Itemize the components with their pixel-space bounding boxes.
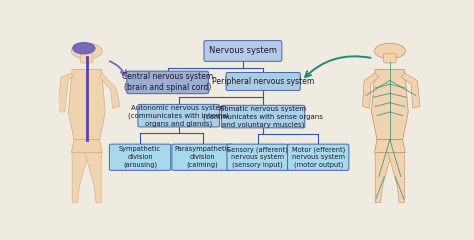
Polygon shape [72,153,89,203]
Polygon shape [85,153,101,203]
Polygon shape [375,153,392,203]
Polygon shape [72,140,102,153]
Text: Nervous system: Nervous system [209,47,277,55]
Text: Peripheral nervous system: Peripheral nervous system [212,77,314,86]
Polygon shape [372,69,408,140]
FancyBboxPatch shape [138,104,219,127]
Polygon shape [362,73,379,108]
FancyBboxPatch shape [226,72,300,90]
FancyBboxPatch shape [288,144,349,170]
Circle shape [374,43,405,59]
Circle shape [73,43,95,54]
Text: Sympathetic
division
(arousing): Sympathetic division (arousing) [119,146,161,168]
Circle shape [72,43,102,59]
Text: Somatic nervous system
(communicates with sense organs
and voluntary muscles): Somatic nervous system (communicates wit… [203,106,323,128]
FancyBboxPatch shape [383,54,396,63]
Polygon shape [388,153,405,203]
Text: Autonomic nervous system
(communicates with internal
organs and glands): Autonomic nervous system (communicates w… [128,105,229,127]
Polygon shape [374,140,405,153]
FancyBboxPatch shape [204,41,282,61]
Polygon shape [401,73,420,108]
Polygon shape [68,69,105,140]
Text: Parasympathetic
division
(calming): Parasympathetic division (calming) [174,146,230,168]
FancyBboxPatch shape [227,144,288,170]
Polygon shape [57,73,74,112]
Text: Central nervous system
(brain and spinal cord): Central nervous system (brain and spinal… [122,72,213,92]
FancyBboxPatch shape [221,105,305,128]
FancyBboxPatch shape [127,71,209,94]
Text: Sensory (afferent)
nervous system
(sensory input): Sensory (afferent) nervous system (senso… [227,146,288,168]
FancyBboxPatch shape [81,54,93,63]
Text: Motor (efferent)
nervous system
(motor output): Motor (efferent) nervous system (motor o… [292,146,345,168]
FancyBboxPatch shape [172,144,233,170]
FancyBboxPatch shape [109,144,171,170]
Polygon shape [100,73,120,108]
